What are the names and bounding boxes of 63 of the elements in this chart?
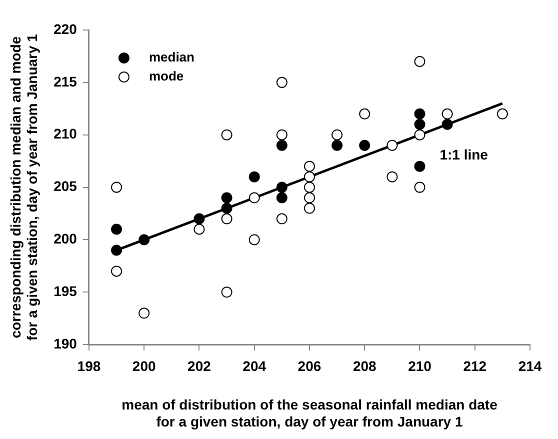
point [359,140,370,151]
point [111,224,122,235]
y-tick-label: 205 [54,178,78,194]
y-tick-label: 195 [54,283,78,300]
point [248,192,260,204]
point [496,108,508,120]
point [194,224,205,235]
legend-label: median [148,50,195,65]
point [304,171,315,182]
point [304,202,315,214]
x-tick-label: 208 [352,358,376,374]
point [221,129,232,140]
point [414,182,426,193]
point [386,171,398,182]
y-tick-label: 215 [54,73,78,90]
y-tick-label: 220 [54,20,78,37]
point [138,234,150,246]
y-tick-label: 210 [54,126,78,142]
point [221,286,232,298]
point [304,182,315,193]
point [359,108,370,120]
point [276,182,288,193]
x-tick-label: 200 [132,358,156,374]
x-axis-title: mean of distribution of the seasonal rainfall median date for a given station, day of year from January 1 [122,396,498,430]
point [414,160,426,172]
point [442,118,453,130]
point [111,266,122,277]
point [332,140,343,151]
point [248,234,260,246]
x-tick-label: 214 [518,358,542,374]
point [111,182,122,193]
point [304,192,315,204]
x-tick-label: 206 [298,358,322,374]
point [414,56,426,67]
point [138,308,150,319]
point [414,108,426,120]
point [442,108,453,120]
point [221,202,232,214]
point [304,160,315,172]
point [276,140,288,151]
point [386,140,398,151]
point [221,213,232,224]
x-tick-label: 198 [77,358,101,374]
point [194,213,205,224]
x-tick-label: 204 [242,358,266,374]
point [248,171,260,182]
annotation: 1:1 line [440,146,488,163]
y-axis-title: corresponding distribution median and mode for a given station, day of year from January 1 [7,34,40,341]
y-tick-label: 200 [54,230,78,247]
x-tick-label: 212 [463,358,487,374]
point [276,129,288,140]
point [276,213,288,224]
legend-label: mode [148,68,184,84]
x-tick-label: 202 [188,358,212,374]
y-tick-label: 190 [54,335,78,352]
point [276,192,288,204]
point [221,192,232,204]
point [276,76,288,88]
x-tick-label: 210 [408,358,432,374]
point [332,129,343,140]
point [111,244,122,256]
point [414,118,426,130]
point [414,129,426,140]
